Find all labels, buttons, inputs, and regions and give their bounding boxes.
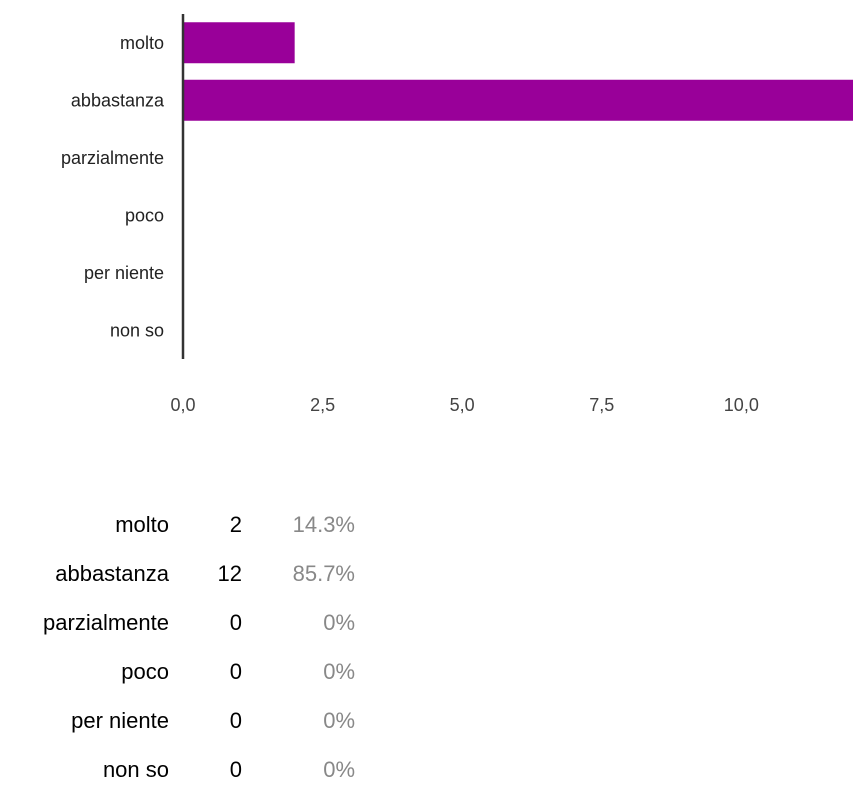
summary-row: poco 0 0%: [0, 647, 400, 696]
summary-table: molto 2 14.3% abbastanza 12 85.7% parzia…: [0, 500, 400, 794]
summary-label: poco: [121, 659, 169, 684]
category-label: per niente: [84, 263, 164, 283]
category-label: abbastanza: [71, 90, 165, 110]
x-tick-label: 2,5: [310, 395, 335, 415]
summary-percent: 0%: [323, 757, 355, 782]
summary-row: per niente 0 0%: [0, 696, 400, 745]
summary-row: parzialmente 0 0%: [0, 598, 400, 647]
summary-row: molto 2 14.3%: [0, 500, 400, 549]
bar-chart: molto abbastanza parzialmente poco per nient…: [61, 14, 853, 415]
summary-count: 0: [229, 659, 242, 684]
category-labels: molto abbastanza parzialmente poco per nient…: [61, 33, 165, 341]
summary-percent: 14.3%: [292, 512, 355, 537]
category-label: non so: [110, 320, 164, 340]
category-label: molto: [120, 33, 164, 53]
summary-count: 2: [229, 512, 242, 537]
summary-label: molto: [115, 512, 169, 537]
summary-percent: 85.7%: [292, 561, 355, 586]
bars: [183, 22, 853, 121]
x-tick-label: 0,0: [170, 395, 195, 415]
bar: [183, 22, 295, 64]
summary-count: 12: [217, 561, 242, 586]
summary-label: non so: [102, 757, 169, 782]
summary-count: 0: [229, 757, 242, 782]
summary-count: 0: [229, 708, 242, 733]
x-tick-label: 10,0: [724, 395, 759, 415]
summary-label: abbastanza: [55, 561, 169, 586]
summary-percent: 0%: [323, 610, 355, 635]
x-axis-ticks: 0,0 2,5 5,0 7,5 10,0: [170, 395, 758, 415]
summary-row: non so 0 0%: [0, 745, 400, 794]
summary-label: parzialmente: [43, 610, 169, 635]
category-label: poco: [125, 205, 164, 225]
category-label: parzialmente: [61, 148, 164, 168]
summary-count: 0: [229, 610, 242, 635]
summary-label: per niente: [71, 708, 169, 733]
x-tick-label: 5,0: [450, 395, 475, 415]
summary-percent: 0%: [323, 708, 355, 733]
bar: [183, 79, 853, 121]
summary-row: abbastanza 12 85.7%: [0, 549, 400, 598]
summary-percent: 0%: [323, 659, 355, 684]
x-tick-label: 7,5: [589, 395, 614, 415]
